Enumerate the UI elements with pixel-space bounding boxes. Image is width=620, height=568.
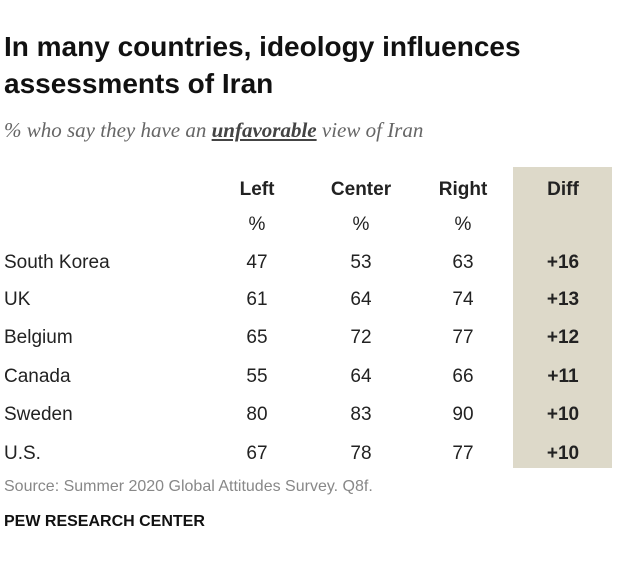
column-header: Right <box>438 179 488 200</box>
value: 77 <box>452 443 474 464</box>
value: 66 <box>452 366 474 387</box>
value: 80 <box>246 404 268 425</box>
column-unit: % <box>352 214 370 235</box>
diff-background <box>513 167 612 468</box>
value: 53 <box>350 252 372 273</box>
source: Source: Summer 2020 Global Attitudes Sur… <box>4 478 373 495</box>
row-label: U.S. <box>4 443 41 464</box>
value: 63 <box>452 252 474 273</box>
value: 61 <box>246 289 268 310</box>
diff-value: +12 <box>546 327 580 348</box>
diff-value: +11 <box>547 366 579 387</box>
value: 74 <box>452 289 474 310</box>
column-header: Left <box>239 179 275 200</box>
subtitle-text: view of Iran <box>321 118 424 142</box>
value: 67 <box>246 443 268 464</box>
diff-value: +16 <box>546 252 580 273</box>
row-label: South Korea <box>4 252 110 273</box>
value: 83 <box>350 404 372 425</box>
row-label: UK <box>4 289 31 310</box>
value: 77 <box>452 327 474 348</box>
subtitle: % who say they have an unfavorable view … <box>4 118 423 143</box>
value: 64 <box>350 366 372 387</box>
value: 47 <box>246 252 268 273</box>
value: 78 <box>350 443 372 464</box>
subtitle-text: % who say they have an <box>4 118 207 142</box>
diff-value: +13 <box>546 289 580 310</box>
brand: PEW RESEARCH CENTER <box>4 513 205 530</box>
subtitle-emphasis: unfavorable <box>211 118 317 142</box>
diff-value: +10 <box>546 443 580 464</box>
row-label: Canada <box>4 366 71 387</box>
row-label: Sweden <box>4 404 73 425</box>
diff-value: +10 <box>546 404 580 425</box>
column-unit: % <box>454 214 472 235</box>
column-unit: % <box>248 214 266 235</box>
value: 65 <box>246 327 268 348</box>
column-header: Diff <box>547 179 579 200</box>
row-label: Belgium <box>4 327 73 348</box>
value: 72 <box>350 327 372 348</box>
value: 64 <box>350 289 372 310</box>
value: 55 <box>246 366 268 387</box>
title: In many countries, ideology influences a… <box>4 31 521 99</box>
value: 90 <box>452 404 474 425</box>
column-header: Center <box>330 179 392 200</box>
